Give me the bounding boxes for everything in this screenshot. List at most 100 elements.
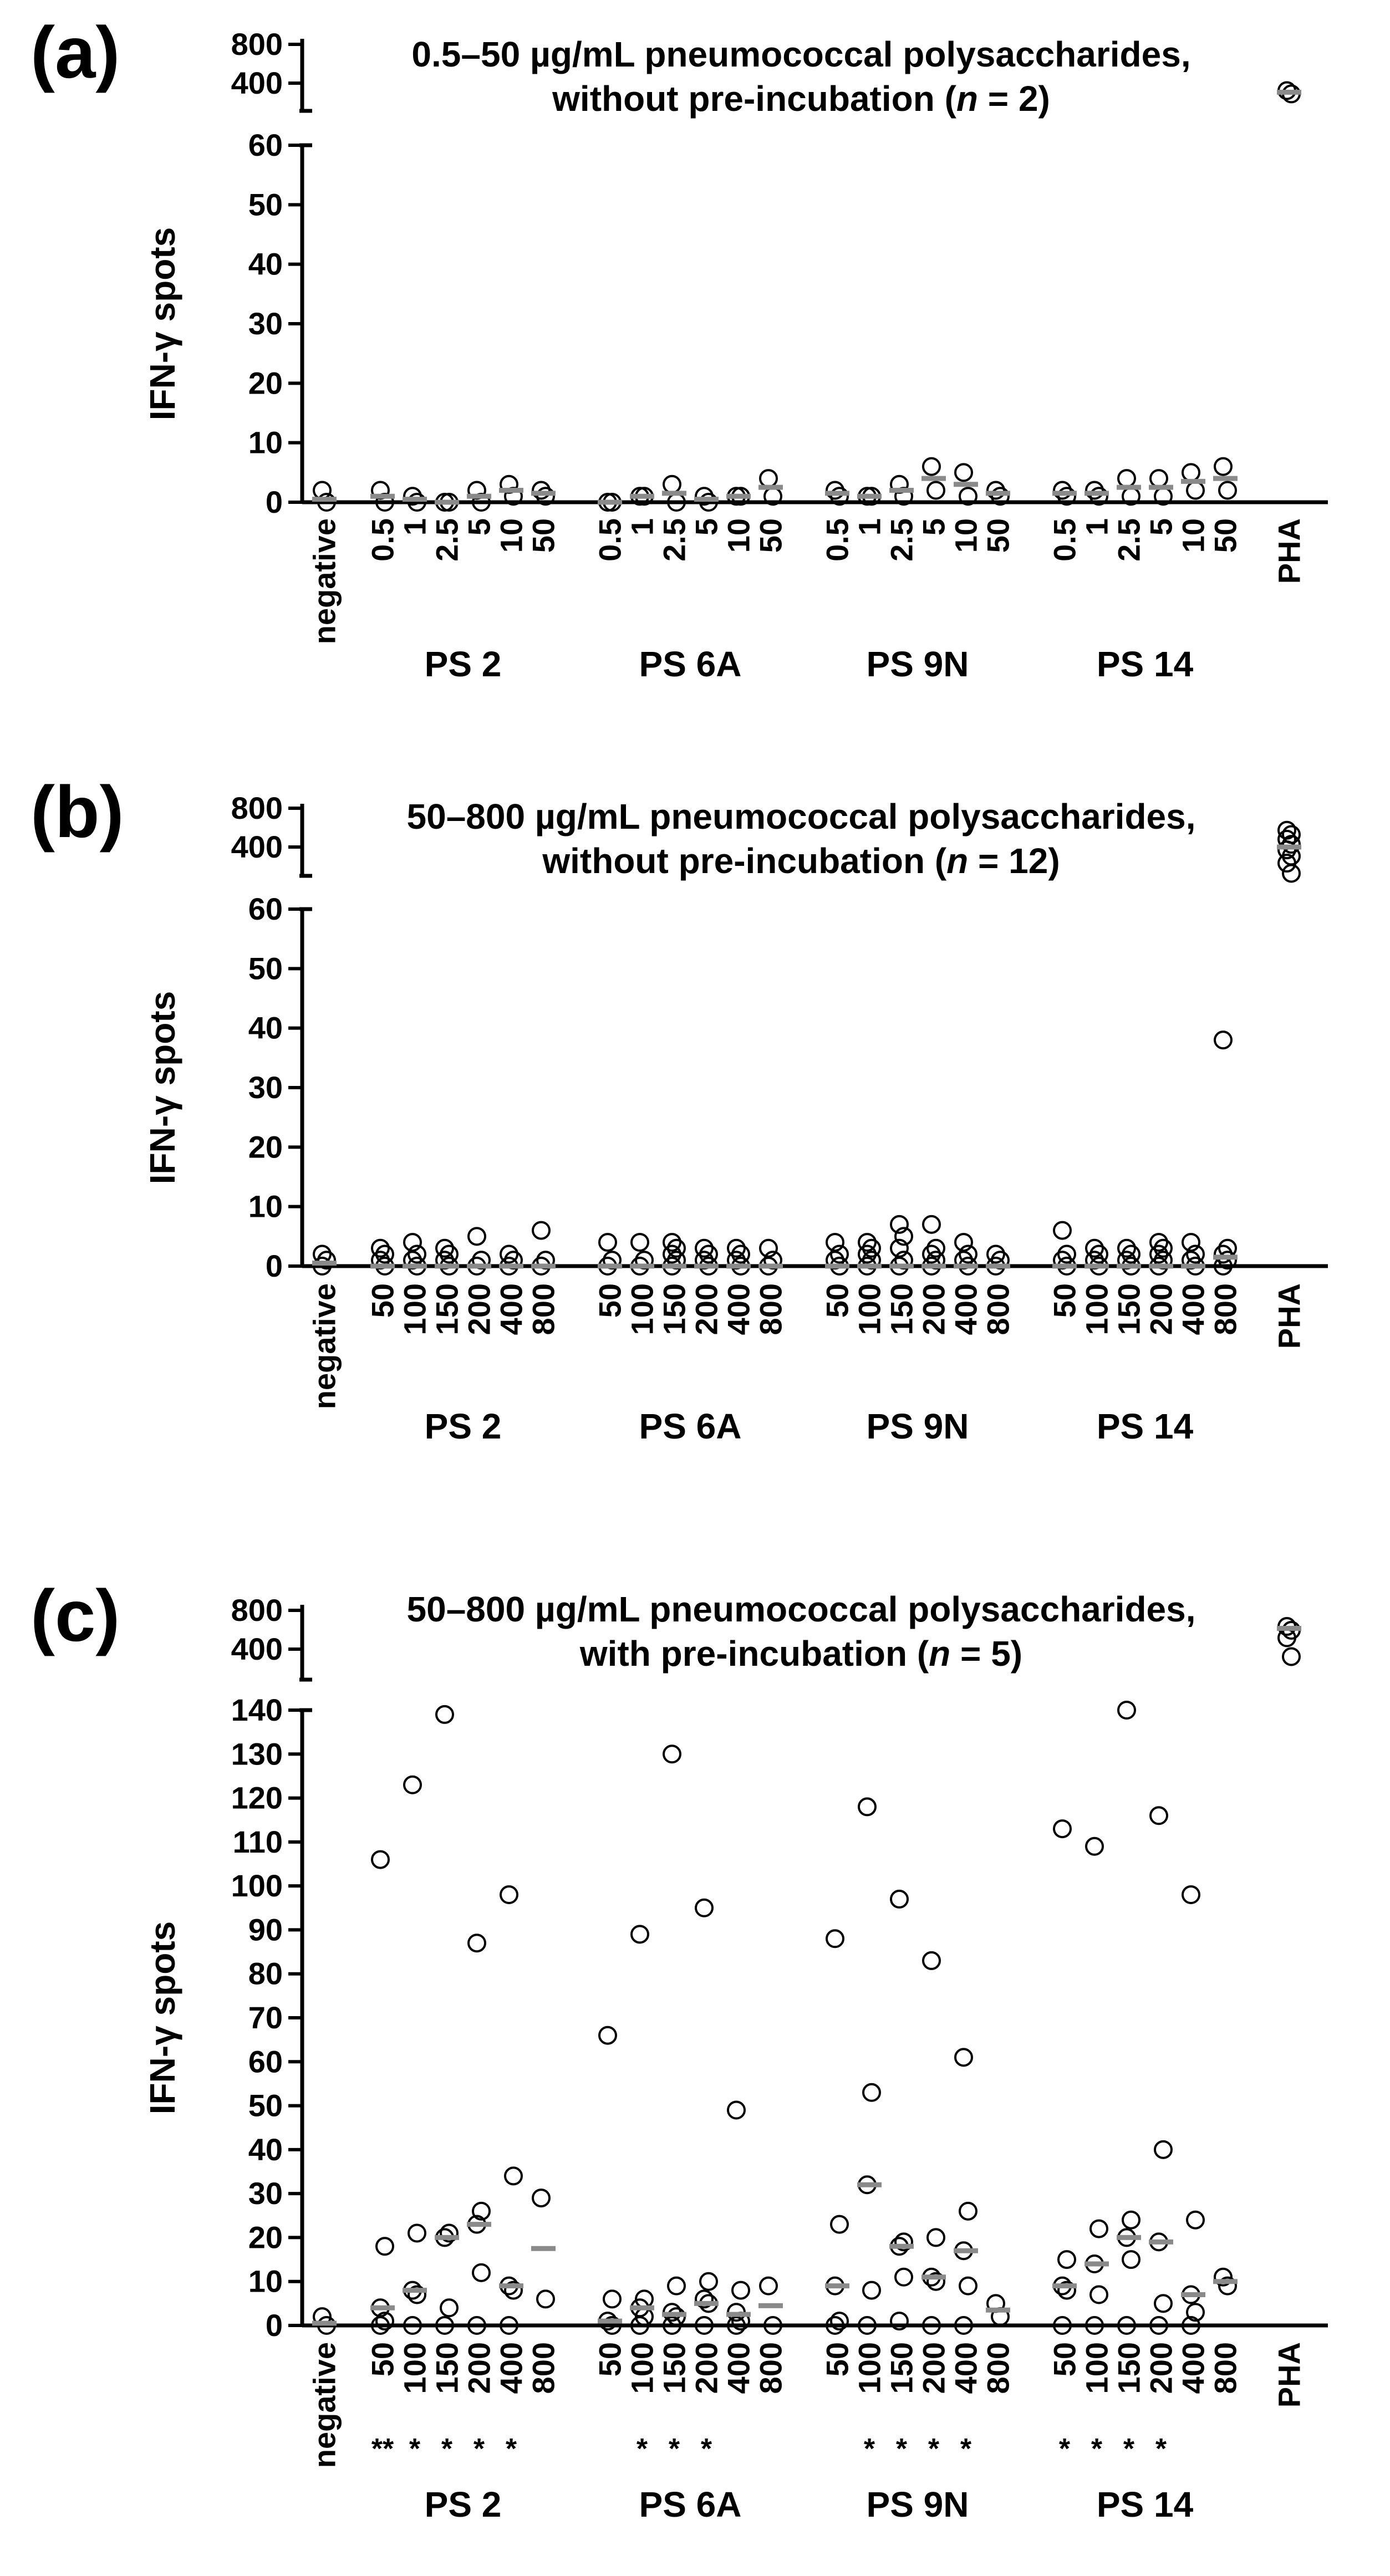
x-tick-label: 2.5 [1112,518,1147,562]
y-axis-label: IFN-γ spots [142,991,182,1184]
data-point [532,1221,551,1240]
data-point [1085,2316,1104,2335]
data-point [1214,1031,1233,1050]
data-point [759,1238,778,1258]
data-point [986,1244,1005,1264]
data-point [699,493,718,512]
significance-mark: * [701,2433,712,2465]
x-tick-label: 800 [1208,1283,1243,1335]
chart-title-line1: 0.5–50 µg/mL pneumococcal polysaccharide… [411,34,1190,74]
upper-tick-label: 800 [231,27,283,62]
data-point [922,1951,941,1970]
y-tick-label: 30 [248,2176,283,2211]
chart-panel-2: (b) 50–800 µg/mL pneumococcal polysacchar… [30,771,1328,1446]
data-point [959,1244,977,1264]
title-text: with pre-incubation ( [579,1634,929,1674]
y-axis-label: IFN-γ spots [142,227,182,420]
pha-data-point [1282,1647,1301,1666]
data-point [1053,481,1072,500]
data-point [727,2100,746,2120]
x-tick-label-negative: negative [307,518,342,644]
data-point [954,463,973,482]
x-tick-label: 200 [462,2342,497,2394]
chart-panel-3: (c) 50–800 µg/mL pneumococcal polysacchar… [30,1575,1328,2524]
data-point [1085,1837,1104,1856]
data-point [1149,2316,1168,2335]
y-tick-label: 130 [231,1736,283,1771]
upper-tick-label: 800 [231,1593,283,1628]
data-point [1053,1819,1072,1839]
data-point [695,2289,714,2309]
y-tick-label: 20 [248,365,283,400]
data-point [894,1227,913,1246]
data-point [1182,463,1200,482]
data-point [603,2289,622,2309]
x-tick-label: 50 [820,2342,855,2376]
data-point [1057,2250,1076,2269]
x-tick-label: 50 [820,1283,855,1318]
x-tick-label: 10 [494,518,529,553]
data-point [1186,2210,1205,2230]
data-point [954,1233,973,1252]
data-point [500,1244,518,1264]
data-point [922,2316,941,2335]
x-tick-label: 400 [1176,1283,1211,1335]
group-label: PS 9N [867,1406,969,1446]
data-point [954,2048,973,2067]
y-tick-label: 30 [248,1070,283,1105]
data-point [500,2316,518,2335]
data-point [317,1251,336,1270]
panel-label: (c) [30,1575,120,1656]
y-tick-label: 60 [248,891,283,926]
data-point [1122,2250,1140,2269]
data-point [763,2316,782,2335]
significance-mark: * [896,2433,908,2465]
x-tick-label: 50 [365,2342,400,2376]
x-tick-label: 0.5 [593,518,628,562]
x-tick-label: 400 [721,2342,756,2394]
panel-label: (a) [30,12,120,93]
significance-mark: * [637,2433,648,2465]
data-point [926,1238,945,1258]
data-point [1089,2219,1108,2238]
data-point [500,1885,518,1904]
x-tick-label-negative: negative [307,2342,342,2468]
data-point [1053,2316,1072,2335]
y-tick-label: 40 [248,1011,283,1045]
x-tick-label: 200 [917,2342,951,2394]
x-tick-label: 150 [657,2342,692,2394]
data-point [890,1215,909,1234]
significance-mark: * [441,2433,453,2465]
data-point [727,1238,746,1258]
data-point [403,487,422,506]
data-point [830,1244,849,1264]
data-point [830,487,849,506]
data-point [826,2316,844,2335]
significance-mark: * [1155,2433,1167,2465]
data-point [1085,1238,1104,1258]
data-point [959,2276,977,2296]
data-point [667,1238,686,1258]
data-point [759,469,778,488]
data-point [472,2263,491,2282]
data-point [663,1744,681,1764]
y-tick-label: 0 [266,1248,283,1283]
data-point [440,2298,459,2318]
data-point [630,1233,649,1252]
data-point [371,2316,390,2335]
x-tick-label: 50 [1047,2342,1082,2376]
y-tick-label: 0 [266,2308,283,2343]
x-tick-label-negative: negative [307,1283,342,1409]
data-point [862,2083,881,2102]
group-label: PS 14 [1097,2485,1194,2524]
x-tick-label: 50 [1208,518,1243,553]
x-tick-label: 200 [689,2342,724,2394]
x-tick-label: 100 [852,2342,887,2394]
data-point [926,481,945,500]
y-tick-label: 40 [248,2132,283,2167]
data-point [467,2316,486,2335]
pha-data-point [1282,864,1301,883]
y-tick-label: 10 [248,2264,283,2299]
title-n: n [929,1634,950,1674]
